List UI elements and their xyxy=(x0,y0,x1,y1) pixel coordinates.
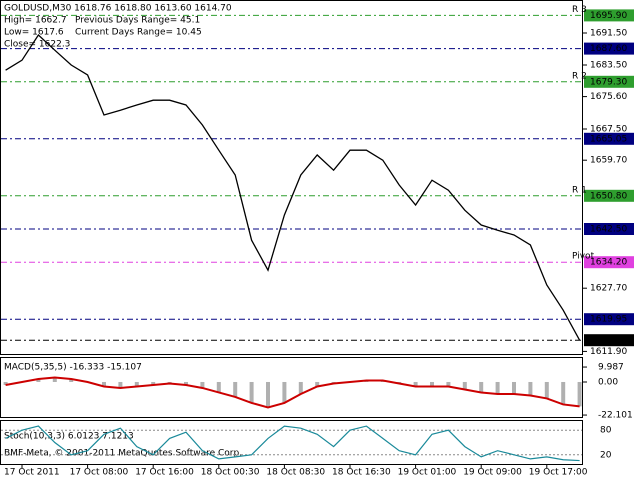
y-tick-label: 1611.90 xyxy=(590,347,627,357)
macd-bar xyxy=(102,381,106,387)
price-label-box xyxy=(584,313,634,326)
macd-bar xyxy=(479,381,484,393)
macd-bar xyxy=(561,381,566,405)
x-tick-label: 19 Oct 17:00 xyxy=(529,468,588,478)
x-tick-label: 17 Oct 2011 xyxy=(4,468,60,478)
price-label-box xyxy=(584,75,634,88)
macd-bar xyxy=(430,381,434,387)
price-label: 1695.90 xyxy=(590,11,627,21)
macd-bar xyxy=(134,381,139,387)
price-label-box xyxy=(584,256,634,269)
y-tick-label: -22.101 xyxy=(598,411,633,421)
macd-bar xyxy=(216,381,221,393)
macd-bar xyxy=(413,381,418,387)
price-label: 1614.70 xyxy=(590,336,627,346)
y-tick-label: 9.987 xyxy=(598,363,624,373)
stoch-label: Stoch(10,3,3) 6.0123 7.1213 xyxy=(4,432,134,442)
price-label-box xyxy=(584,189,634,202)
info: Previous Days Range= 45.1 xyxy=(75,16,200,26)
chart-title: GOLDUSD,M30 1618.76 1618.80 1613.60 1614… xyxy=(4,4,232,14)
x-tick-label: 17 Oct 16:00 xyxy=(135,468,194,478)
macd-bar xyxy=(69,378,74,382)
x-tick-label: 19 Oct 01:00 xyxy=(398,468,457,478)
price-label: 1679.30 xyxy=(590,77,627,87)
y-tick-label: 1659.70 xyxy=(590,156,627,166)
macd-bar xyxy=(184,381,188,385)
price-label: 1687.60 xyxy=(590,44,627,54)
price-label: 1650.80 xyxy=(590,191,627,201)
x-tick-label: 18 Oct 08:30 xyxy=(266,468,325,478)
price-label: 1634.20 xyxy=(590,258,627,268)
macd-bar xyxy=(200,381,205,388)
y-tick-label: 0.00 xyxy=(598,377,618,387)
price-label-box xyxy=(584,42,634,55)
macd-bar xyxy=(298,381,303,394)
macd-bar xyxy=(446,381,451,387)
y-tick-label: 80 xyxy=(600,426,612,436)
price-label-box xyxy=(584,223,634,235)
macd-bar xyxy=(528,381,533,396)
x-tick-label: 18 Oct 00:30 xyxy=(201,468,260,478)
macd-bar xyxy=(118,381,123,388)
price-label: 1619.95 xyxy=(590,315,627,325)
price-label-box xyxy=(584,132,634,145)
y-tick-label: 1683.50 xyxy=(590,61,627,71)
price-label-box xyxy=(584,9,634,22)
y-tick-label: 20 xyxy=(600,450,612,460)
price-label: 1642.50 xyxy=(590,225,627,235)
level-label: R 3 xyxy=(572,5,587,15)
y-tick-label: 1627.70 xyxy=(590,284,627,294)
level-label: R 1 xyxy=(572,185,587,195)
y-tick-label: 1675.60 xyxy=(590,92,627,102)
price-label: 1665.05 xyxy=(590,134,627,144)
x-tick-label: 19 Oct 09:00 xyxy=(463,468,522,478)
footer: BMF-Meta, © 2001-2011 MetaQuotes Softwar… xyxy=(4,449,242,459)
macd-bar xyxy=(266,381,270,408)
macd-bar xyxy=(495,381,500,394)
macd-bar xyxy=(462,381,467,390)
macd-bar xyxy=(249,381,254,403)
macd-pane xyxy=(0,357,583,418)
macd-label: MACD(5,35,5) -16.333 -15.107 xyxy=(4,363,142,373)
macd-bar xyxy=(233,381,238,397)
macd-bar xyxy=(3,381,8,385)
info: Current Days Range= 10.45 xyxy=(75,28,202,38)
macd-bar xyxy=(52,377,57,382)
info: High= 1662.7 xyxy=(4,16,67,26)
macd-bar xyxy=(512,381,516,394)
level-label: R 2 xyxy=(572,71,587,81)
x-tick-label: 17 Oct 08:00 xyxy=(70,468,129,478)
macd-bar xyxy=(577,381,582,407)
info: Close= 1622.3 xyxy=(4,40,70,50)
main-pane xyxy=(0,0,583,355)
macd-bar xyxy=(36,378,41,382)
macd-bar xyxy=(544,381,549,399)
macd-bar xyxy=(282,381,287,403)
info: Low= 1617.6 xyxy=(4,28,64,38)
y-tick-label: 1667.50 xyxy=(590,125,627,135)
stoch-pane xyxy=(0,420,583,465)
y-tick-label: 1691.50 xyxy=(590,29,627,39)
level-label: Pivot xyxy=(572,252,595,262)
macd-bar xyxy=(315,381,320,387)
x-tick-label: 18 Oct 16:30 xyxy=(332,468,391,478)
price-line xyxy=(5,33,581,341)
price-label-box xyxy=(584,334,634,347)
stoch-line xyxy=(5,425,580,462)
macd-bar xyxy=(151,381,156,385)
macd-line xyxy=(5,376,580,409)
